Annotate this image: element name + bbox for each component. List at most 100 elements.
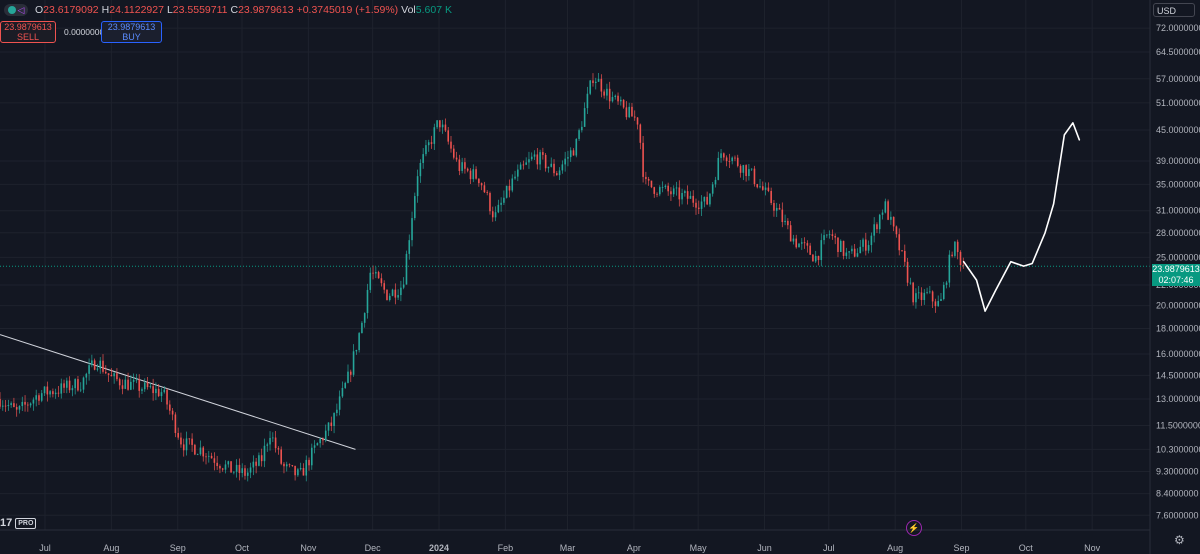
candle-body — [717, 157, 720, 180]
candle-body — [486, 192, 488, 194]
candle-body — [294, 465, 296, 476]
candle-body — [480, 183, 483, 186]
candle-body — [269, 437, 271, 445]
candle-body — [121, 385, 124, 389]
candle-body — [578, 130, 580, 139]
y-tick-label: 11.5000000 — [1156, 421, 1200, 431]
candle-body — [895, 226, 898, 235]
candle-body — [620, 99, 622, 102]
candle-body — [113, 373, 115, 377]
symbol-logo[interactable]: ◁ — [4, 4, 28, 16]
sell-price: 23.9879613 — [4, 22, 52, 32]
y-tick-label: 14.5000000 — [1156, 370, 1200, 380]
y-tick-label: 72.0000000 — [1156, 23, 1200, 33]
candle-body — [714, 179, 717, 185]
candle-body — [934, 301, 937, 307]
candle-body — [180, 437, 182, 445]
candle-body — [130, 381, 132, 390]
candle-body — [77, 379, 79, 391]
trendline-layer[interactable] — [0, 334, 356, 450]
candle-body — [720, 153, 722, 158]
candle-body — [522, 164, 525, 166]
candle-body — [227, 461, 230, 465]
candle-body — [305, 459, 308, 476]
candle-body — [544, 154, 547, 169]
candle-body — [789, 225, 792, 242]
candle-body — [40, 393, 43, 401]
candle-body — [681, 192, 683, 200]
candle-body — [308, 459, 310, 466]
tradingview-logo[interactable]: 17 PRO — [0, 517, 37, 529]
candle-body — [469, 170, 472, 180]
candle-body — [4, 405, 7, 407]
candle-body — [10, 403, 12, 406]
candle-body — [929, 291, 931, 293]
candle-body — [750, 168, 753, 170]
candle-body — [21, 401, 24, 407]
candle-body — [425, 145, 427, 155]
candle-body — [753, 168, 756, 185]
x-tick-label: Nov — [1084, 543, 1101, 553]
candle-body — [628, 106, 630, 118]
candle-body — [102, 360, 104, 372]
candle-body — [388, 295, 391, 301]
x-tick-label: 2024 — [429, 543, 449, 553]
candle-body — [386, 289, 388, 301]
candle-body — [333, 413, 335, 427]
candle-body — [146, 382, 149, 388]
candle-body — [447, 130, 450, 142]
candle-body — [233, 471, 235, 473]
candle-body — [38, 395, 40, 401]
x-tick-label: Oct — [1019, 543, 1034, 553]
sell-button[interactable]: 23.9879613 SELL — [0, 21, 56, 43]
candle-body — [572, 150, 575, 156]
candle-body — [631, 106, 633, 117]
y-tick-label: 20.0000000 — [1156, 301, 1200, 311]
candle-body — [427, 142, 430, 146]
tradingview-logo-text: 17 — [0, 517, 13, 529]
candle-body — [820, 240, 823, 261]
candle-body — [553, 163, 555, 174]
candle-body — [149, 386, 152, 388]
candle-body — [391, 289, 394, 296]
candle-body — [508, 185, 511, 191]
candle-body — [842, 240, 845, 256]
candle-body — [196, 454, 199, 456]
candle-body — [124, 379, 127, 389]
candle-body — [466, 168, 469, 171]
candle-body — [280, 449, 282, 464]
candle-body — [725, 157, 728, 162]
candle-body — [174, 414, 177, 434]
candle-body — [778, 207, 781, 210]
gear-icon[interactable]: ⚙ — [1174, 533, 1185, 547]
candle-body — [377, 272, 380, 279]
candle-body — [739, 165, 742, 173]
low-label: L — [166, 4, 173, 16]
buy-button[interactable]: 23.9879613 BUY — [101, 21, 162, 43]
candle-body — [29, 403, 32, 406]
candle-body — [898, 234, 901, 251]
close-value: 23.9879613 — [238, 4, 294, 16]
time-axis[interactable]: Jul Aug Sep Oct Nov Dec 2024 Feb Mar Apr May Jun Jul… — [0, 529, 1150, 553]
candle-body — [853, 248, 856, 257]
lightning-icon[interactable]: ⚡ — [906, 520, 922, 536]
candle-body — [397, 295, 399, 298]
candle-body — [800, 242, 803, 244]
projection-drawing-layer[interactable] — [962, 122, 1081, 312]
candle-body — [675, 187, 678, 189]
candle-body — [517, 169, 519, 177]
candle-body — [171, 410, 174, 415]
y-tick-label: 35.0000000 — [1156, 179, 1200, 189]
candle-body — [583, 108, 586, 127]
x-tick-label: May — [690, 543, 708, 553]
candle-body — [792, 238, 795, 242]
candle-body — [46, 386, 49, 395]
candle-body — [439, 120, 441, 128]
candle-body — [277, 448, 280, 450]
currency-selector[interactable]: USD — [1153, 3, 1195, 17]
candle-body — [478, 178, 480, 184]
candle-body — [695, 202, 697, 208]
candle-body — [260, 455, 263, 462]
